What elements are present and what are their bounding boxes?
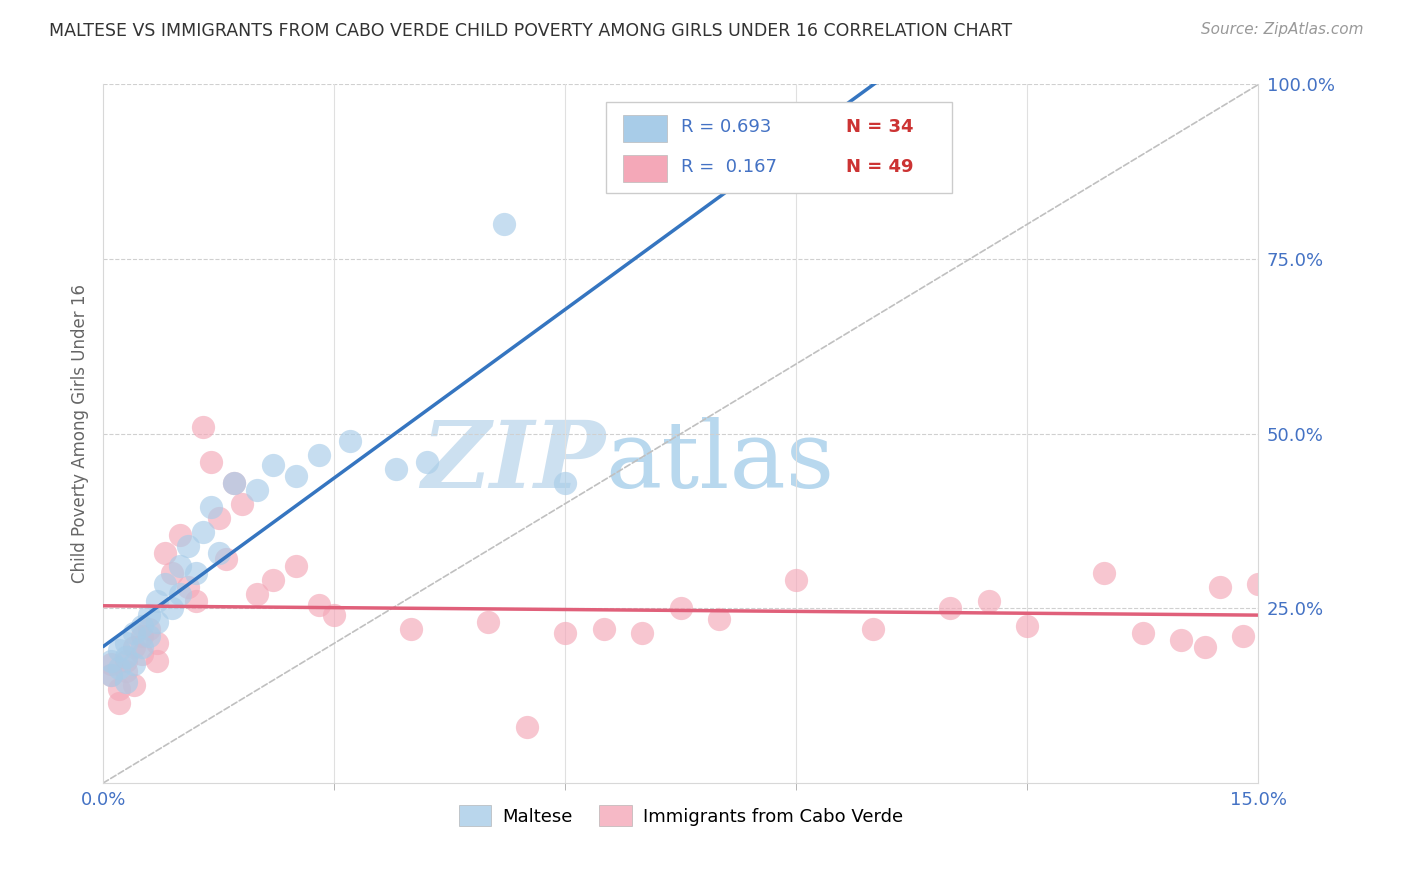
Point xyxy=(115,636,138,650)
Point xyxy=(138,608,160,623)
Point xyxy=(146,636,169,650)
Point xyxy=(323,608,346,623)
Point xyxy=(169,559,191,574)
Point xyxy=(100,657,122,672)
Point xyxy=(284,468,307,483)
Point xyxy=(308,448,330,462)
Point xyxy=(177,539,200,553)
Point xyxy=(115,654,138,668)
Point xyxy=(939,601,962,615)
Point xyxy=(222,475,245,490)
Point xyxy=(208,510,231,524)
Point xyxy=(184,566,207,581)
Point xyxy=(169,587,191,601)
Text: R =  0.167: R = 0.167 xyxy=(681,158,776,176)
Point xyxy=(215,552,238,566)
Point xyxy=(100,667,122,681)
Point xyxy=(100,667,122,681)
Point xyxy=(115,650,138,665)
Y-axis label: Child Poverty Among Girls Under 16: Child Poverty Among Girls Under 16 xyxy=(72,285,89,583)
Point xyxy=(262,458,284,473)
Point xyxy=(100,654,122,668)
Point xyxy=(415,455,437,469)
Point xyxy=(107,643,129,657)
Point xyxy=(107,661,129,675)
Point xyxy=(177,581,200,595)
Point xyxy=(200,500,222,514)
Text: atlas: atlas xyxy=(606,417,835,507)
Point xyxy=(146,654,169,668)
Point xyxy=(1017,619,1039,633)
Point xyxy=(385,461,408,475)
Point xyxy=(977,594,1000,608)
Point xyxy=(1247,577,1270,591)
Point xyxy=(246,587,269,601)
Point xyxy=(107,681,129,696)
Point xyxy=(146,615,169,630)
Point xyxy=(162,601,184,615)
Point xyxy=(554,625,576,640)
Point xyxy=(131,619,153,633)
Point xyxy=(669,601,692,615)
Point xyxy=(131,629,153,643)
Point xyxy=(1232,629,1254,643)
Point xyxy=(115,674,138,689)
Text: N = 34: N = 34 xyxy=(846,118,914,136)
Point xyxy=(492,217,515,231)
Text: MALTESE VS IMMIGRANTS FROM CABO VERDE CHILD POVERTY AMONG GIRLS UNDER 16 CORRELA: MALTESE VS IMMIGRANTS FROM CABO VERDE CH… xyxy=(49,22,1012,40)
Point xyxy=(162,566,184,581)
Point xyxy=(153,577,176,591)
Point xyxy=(231,497,253,511)
FancyBboxPatch shape xyxy=(623,155,666,182)
Legend: Maltese, Immigrants from Cabo Verde: Maltese, Immigrants from Cabo Verde xyxy=(451,798,910,833)
Point xyxy=(246,483,269,497)
FancyBboxPatch shape xyxy=(623,115,666,142)
Point xyxy=(399,623,422,637)
Point xyxy=(592,623,614,637)
Point xyxy=(1132,625,1154,640)
Text: Source: ZipAtlas.com: Source: ZipAtlas.com xyxy=(1201,22,1364,37)
Point xyxy=(1092,566,1115,581)
Point xyxy=(138,623,160,637)
Point xyxy=(169,528,191,542)
Point xyxy=(631,625,654,640)
Point xyxy=(1194,640,1216,654)
Point xyxy=(862,623,884,637)
Point xyxy=(339,434,361,448)
Point xyxy=(284,559,307,574)
Point xyxy=(709,612,731,626)
Point xyxy=(115,665,138,679)
Point xyxy=(107,696,129,710)
Point xyxy=(122,678,145,692)
Point xyxy=(146,594,169,608)
Text: R = 0.693: R = 0.693 xyxy=(681,118,770,136)
Point xyxy=(1170,632,1192,647)
Point xyxy=(122,657,145,672)
Point xyxy=(153,545,176,559)
Point xyxy=(1209,581,1232,595)
FancyBboxPatch shape xyxy=(606,102,952,193)
Point xyxy=(193,524,215,539)
Point xyxy=(184,594,207,608)
Point xyxy=(308,598,330,612)
Point xyxy=(785,574,807,588)
Point xyxy=(131,640,153,654)
Point xyxy=(131,647,153,661)
Point xyxy=(122,625,145,640)
Text: N = 49: N = 49 xyxy=(846,158,914,176)
Point xyxy=(222,475,245,490)
Point xyxy=(200,455,222,469)
Point xyxy=(208,545,231,559)
Point xyxy=(516,720,538,734)
Point xyxy=(477,615,499,630)
Point xyxy=(262,574,284,588)
Point xyxy=(138,629,160,643)
Point xyxy=(554,475,576,490)
Point xyxy=(193,419,215,434)
Text: ZIP: ZIP xyxy=(422,417,606,507)
Point xyxy=(122,640,145,654)
